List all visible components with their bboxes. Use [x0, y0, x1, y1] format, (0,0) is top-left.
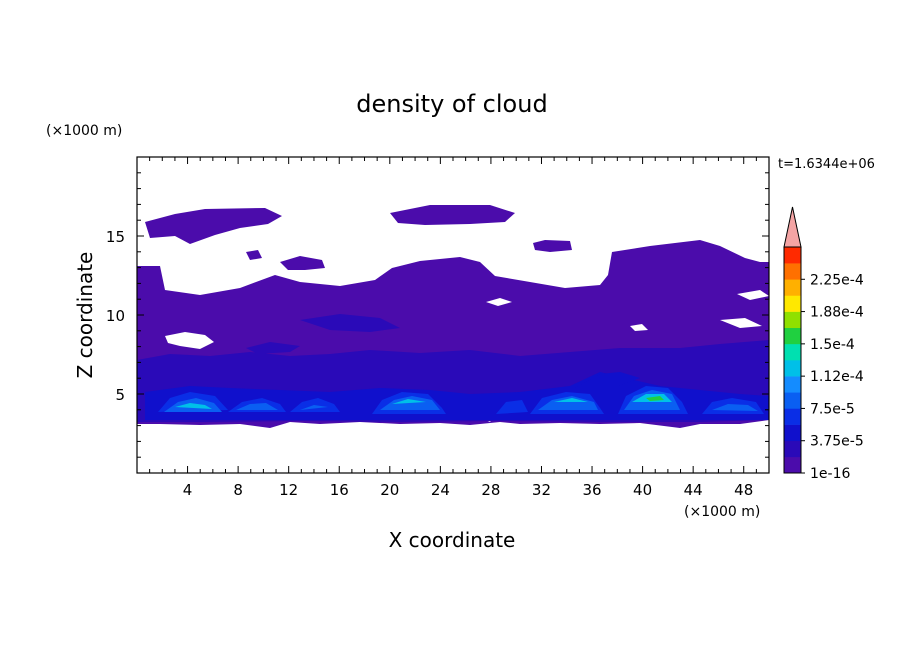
colorbar-label: 1.5e-4 [810, 337, 855, 353]
x-tick-label: 40 [633, 481, 652, 499]
colorbar-swatch [784, 247, 801, 264]
x-tick-label: 4 [183, 481, 193, 499]
cloud-gap-3 [486, 298, 512, 306]
x-tick-label: 20 [380, 481, 399, 499]
colorbar-label: 1.12e-4 [810, 369, 864, 385]
y-axis-label: Z coordinate [73, 252, 97, 379]
colorbar-label: 1e-16 [810, 466, 850, 482]
x-unit-label: (×1000 m) [684, 504, 760, 520]
cloud-region-upper-3 [533, 240, 572, 252]
colorbar-swatch [784, 376, 801, 393]
colorbar-swatch [784, 279, 801, 296]
x-tick-label: 32 [532, 481, 551, 499]
chart-title: density of cloud [356, 90, 547, 118]
colorbar-swatch [784, 440, 801, 458]
cloud-gap-1 [165, 332, 214, 349]
y-unit-label: (×1000 m) [46, 123, 122, 139]
colorbar-extend-arrow [783, 206, 802, 248]
y-axis: 5 10 15 [106, 172, 769, 458]
x-tick-label: 28 [481, 481, 500, 499]
x-tick-label: 48 [734, 481, 753, 499]
cloud-region-mid [300, 314, 400, 332]
colorbar-frame [783, 246, 802, 474]
x-tick-label: 12 [279, 481, 298, 499]
time-label: t=1.6344e+06 [778, 157, 875, 172]
cloud-region-mid-2 [246, 342, 300, 354]
cloud-region-upper-1 [145, 208, 282, 244]
contour-plot [137, 205, 769, 428]
y-tick-label: 5 [115, 386, 125, 404]
colorbar-swatch [784, 360, 801, 377]
cloud-gap-6 [737, 290, 769, 300]
colorbar-swatch [784, 311, 801, 329]
x-axis-label: X coordinate [389, 528, 516, 552]
cloud-region-upper-5 [246, 250, 262, 260]
cloud-gap-5 [630, 324, 648, 331]
colorbar: 1e-16 3.75e-5 7.5e-5 1.12e-4 1.5e-4 1.88e-4 2.… [783, 206, 864, 482]
x-tick-label: 36 [582, 481, 601, 499]
colorbar-label: 2.25e-4 [810, 272, 864, 288]
x-tick-label: 44 [684, 481, 703, 499]
y-tick-label: 15 [106, 228, 125, 246]
colorbar-swatch [784, 327, 801, 345]
colorbar-label: 3.75e-5 [810, 434, 864, 450]
cloud-region-upper-2 [390, 205, 515, 225]
x-tick-label: 8 [233, 481, 243, 499]
x-tick-label: 24 [431, 481, 450, 499]
colorbar-swatch [784, 263, 801, 280]
colorbar-swatch [784, 424, 801, 442]
colorbar-swatch [784, 343, 801, 361]
y-tick-label: 10 [106, 307, 125, 325]
cloud-region-upper-4 [280, 256, 325, 270]
colorbar-swatch [784, 392, 801, 409]
colorbar-swatch [784, 295, 801, 312]
colorbar-label: 1.88e-4 [810, 305, 864, 321]
colorbar-swatch [784, 408, 801, 425]
x-tick-label: 16 [330, 481, 349, 499]
x-axis: 4 8 12 16 20 24 28 32 36 40 44 48 [149, 157, 757, 499]
convective-cells [158, 372, 764, 414]
colorbar-label: 7.5e-5 [810, 401, 855, 417]
colorbar-swatch [784, 456, 801, 474]
cloud-gap-4 [720, 318, 762, 328]
